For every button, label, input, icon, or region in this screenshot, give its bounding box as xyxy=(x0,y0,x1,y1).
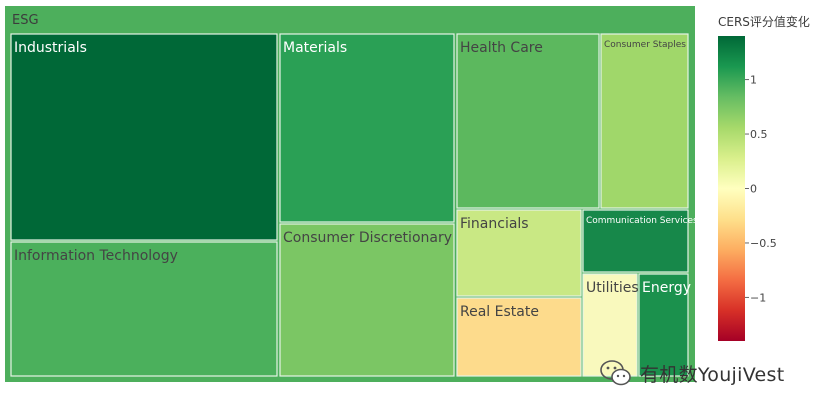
treemap-label-information-technology: Information Technology xyxy=(14,248,178,264)
treemap-cell-utilities[interactable] xyxy=(582,273,638,377)
treemap-cell-communication-services[interactable] xyxy=(582,209,689,273)
wechat-icon xyxy=(600,360,631,386)
treemap-label-health-care: Health Care xyxy=(460,40,543,56)
treemap-label-utilities: Utilities xyxy=(586,280,639,296)
treemap-label-materials: Materials xyxy=(283,40,347,56)
treemap-cell-consumer-discretionary[interactable] xyxy=(279,223,455,377)
treemap-label-real-estate: Real Estate xyxy=(460,304,539,320)
treemap-label-consumer-discretionary: Consumer Discretionary xyxy=(283,230,452,246)
treemap-label-communication-services: Communication Services xyxy=(586,216,698,226)
watermark: 有机数YoujiVest xyxy=(598,358,784,388)
treemap-label-industrials: Industrials xyxy=(14,40,87,56)
treemap-cell-materials[interactable] xyxy=(279,33,455,223)
treemap-label-financials: Financials xyxy=(460,216,529,232)
treemap-cell-industrials[interactable] xyxy=(10,33,278,241)
treemap-cell-consumer-staples[interactable] xyxy=(600,33,689,209)
treemap-label-energy: Energy xyxy=(642,280,691,296)
treemap-cell-information-technology[interactable] xyxy=(10,241,278,377)
treemap-root-label: ESG xyxy=(12,13,39,28)
treemap-cell-energy[interactable] xyxy=(638,273,689,377)
treemap-cell-financials[interactable] xyxy=(456,209,582,297)
treemap-cell-real-estate[interactable] xyxy=(456,297,582,377)
treemap-label-consumer-staples: Consumer Staples xyxy=(604,40,686,50)
watermark-text: 有机数YoujiVest xyxy=(640,363,785,386)
treemap-cell-health-care[interactable] xyxy=(456,33,600,209)
